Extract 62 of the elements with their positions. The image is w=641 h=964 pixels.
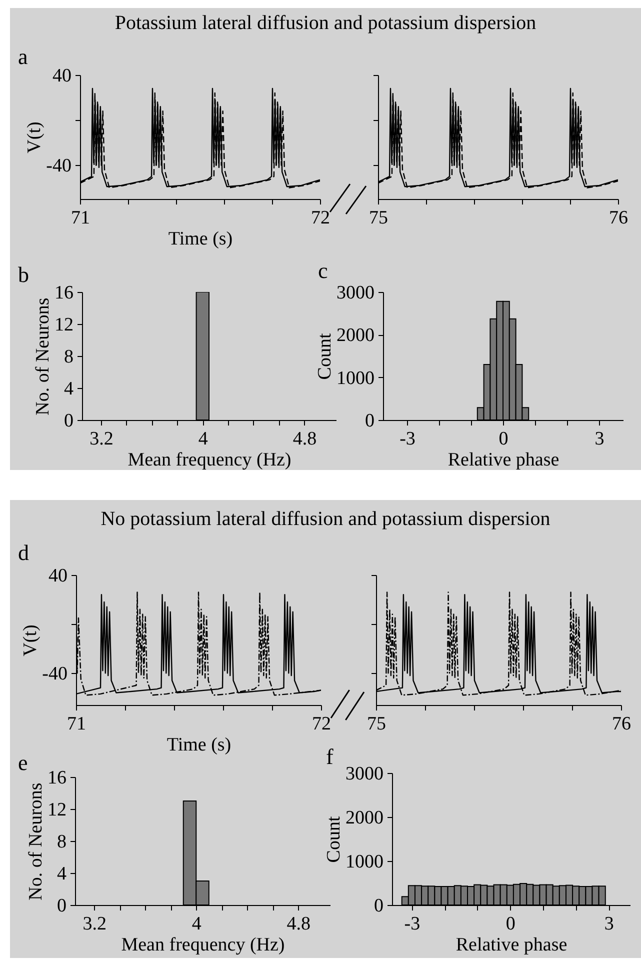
x-tick-label: 3.2 <box>90 428 114 450</box>
x-axis-title: Time (s) <box>168 228 233 250</box>
x-tick-label: 75 <box>367 714 386 734</box>
y-tick-label: 2000 <box>336 325 374 346</box>
x-tick-label: 0 <box>506 914 516 934</box>
y-axis-title: No. of Neurons <box>26 782 46 900</box>
x-axis-title: Relative phase <box>456 934 568 956</box>
x-tick-label: 71 <box>71 208 90 228</box>
text: c <box>318 258 328 284</box>
text: a <box>18 44 28 70</box>
x-tick-label: 4.8 <box>286 914 310 934</box>
y-tick-label: 40 <box>48 566 68 586</box>
y-tick-label: 0 <box>64 410 74 432</box>
y-tick-label: -40 <box>46 156 72 177</box>
y-axis-title: V(t) <box>24 122 46 154</box>
chart-title: No potassium lateral diffusion and potassium dispersion <box>100 508 552 531</box>
text: d <box>18 540 29 566</box>
y-tick-label: 0 <box>374 896 384 916</box>
y-tick-label: 0 <box>57 896 66 916</box>
y-tick-label: 12 <box>48 800 66 820</box>
x-axis-title: Time (s) <box>166 734 232 756</box>
y-tick-label: 16 <box>54 282 74 304</box>
x-tick-label: -3 <box>404 914 420 934</box>
y-tick-label: 8 <box>57 832 66 852</box>
y-tick-label: 40 <box>52 66 72 86</box>
y-axis-title: No. of Neurons <box>32 298 54 416</box>
x-tick-label: 4 <box>198 428 208 450</box>
text: e <box>18 750 28 776</box>
y-tick-label: 1000 <box>336 368 374 389</box>
y-tick-label: 3000 <box>346 764 384 784</box>
text: f <box>326 744 334 770</box>
y-tick-label: 1000 <box>346 852 384 872</box>
y-tick-label: 0 <box>365 410 374 432</box>
y-tick-label: 3000 <box>336 282 374 304</box>
y-tick-label: 16 <box>48 768 66 788</box>
x-axis-title: Mean frequency (Hz) <box>121 934 285 956</box>
x-tick-label: 4.8 <box>292 428 317 450</box>
x-tick-label: 75 <box>369 208 388 228</box>
y-tick-label: 12 <box>54 314 74 336</box>
y-axis-title: Count <box>314 332 336 380</box>
y-tick-label: -40 <box>42 664 68 685</box>
chart-title: Potassium lateral diffusion and potassium dispersion <box>114 12 538 35</box>
y-tick-label: 8 <box>64 346 74 368</box>
y-tick-label: 2000 <box>346 808 384 828</box>
x-axis-title: Mean frequency (Hz) <box>128 450 292 470</box>
x-tick-label: 4 <box>192 914 202 934</box>
x-tick-label: 76 <box>612 714 631 734</box>
x-tick-label: 76 <box>609 208 628 228</box>
y-axis-title: Count <box>324 816 344 863</box>
x-tick-label: 3 <box>604 914 614 934</box>
x-tick-label: 3 <box>594 428 604 450</box>
x-tick-label: 72 <box>311 208 330 228</box>
x-tick-label: 71 <box>67 714 86 734</box>
y-tick-label: 4 <box>64 378 74 400</box>
x-tick-label: 0 <box>498 428 508 450</box>
y-tick-label: 4 <box>57 864 67 884</box>
y-axis-title: V(t) <box>20 624 42 656</box>
x-axis-title: Relative phase <box>448 450 560 470</box>
x-tick-label: 72 <box>312 714 331 734</box>
x-tick-label: 3.2 <box>82 914 106 934</box>
x-tick-label: -3 <box>400 428 416 450</box>
text: b <box>18 262 29 288</box>
